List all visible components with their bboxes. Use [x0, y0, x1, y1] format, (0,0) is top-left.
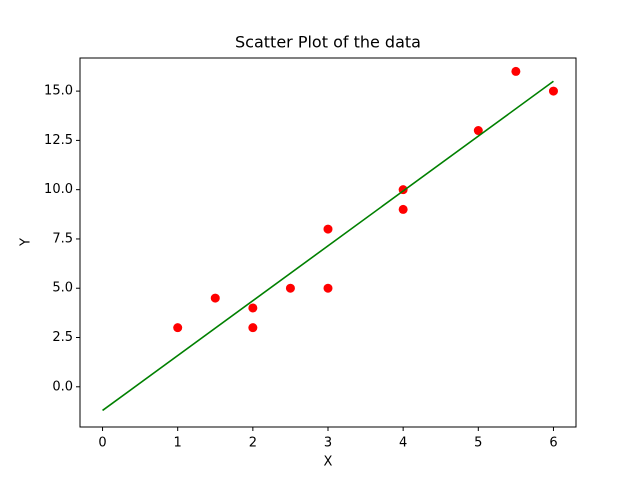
x-tick-label: 4	[399, 436, 407, 451]
y-tick-label: 10.0	[44, 182, 73, 197]
point	[285, 283, 295, 293]
y-tick-label: 15.0	[44, 84, 73, 99]
x-axis-label: X	[324, 455, 333, 470]
chart-title: Scatter Plot of the data	[235, 33, 421, 52]
point	[511, 66, 521, 76]
point	[548, 86, 558, 96]
x-tick-label: 1	[174, 436, 182, 451]
point	[248, 303, 258, 313]
point	[248, 323, 258, 333]
y-tick-label: 0.0	[52, 379, 73, 394]
x-tick-label: 3	[324, 436, 332, 451]
x-tick-label: 0	[98, 436, 106, 451]
y-tick-label: 12.5	[44, 133, 73, 148]
y-axis-label: Y	[19, 238, 34, 247]
y-tick-label: 2.5	[52, 330, 73, 345]
point	[210, 293, 220, 303]
x-tick-label: 6	[549, 436, 557, 451]
plot-frame	[79, 57, 577, 428]
point	[398, 204, 408, 214]
point	[473, 126, 483, 136]
point	[173, 323, 183, 333]
fit-line	[102, 80, 554, 412]
point	[323, 283, 333, 293]
x-tick-label: 2	[249, 436, 257, 451]
x-tick-label: 5	[474, 436, 482, 451]
y-tick-label: 5.0	[52, 281, 73, 296]
y-tick-label: 7.5	[52, 231, 73, 246]
point	[323, 224, 333, 234]
